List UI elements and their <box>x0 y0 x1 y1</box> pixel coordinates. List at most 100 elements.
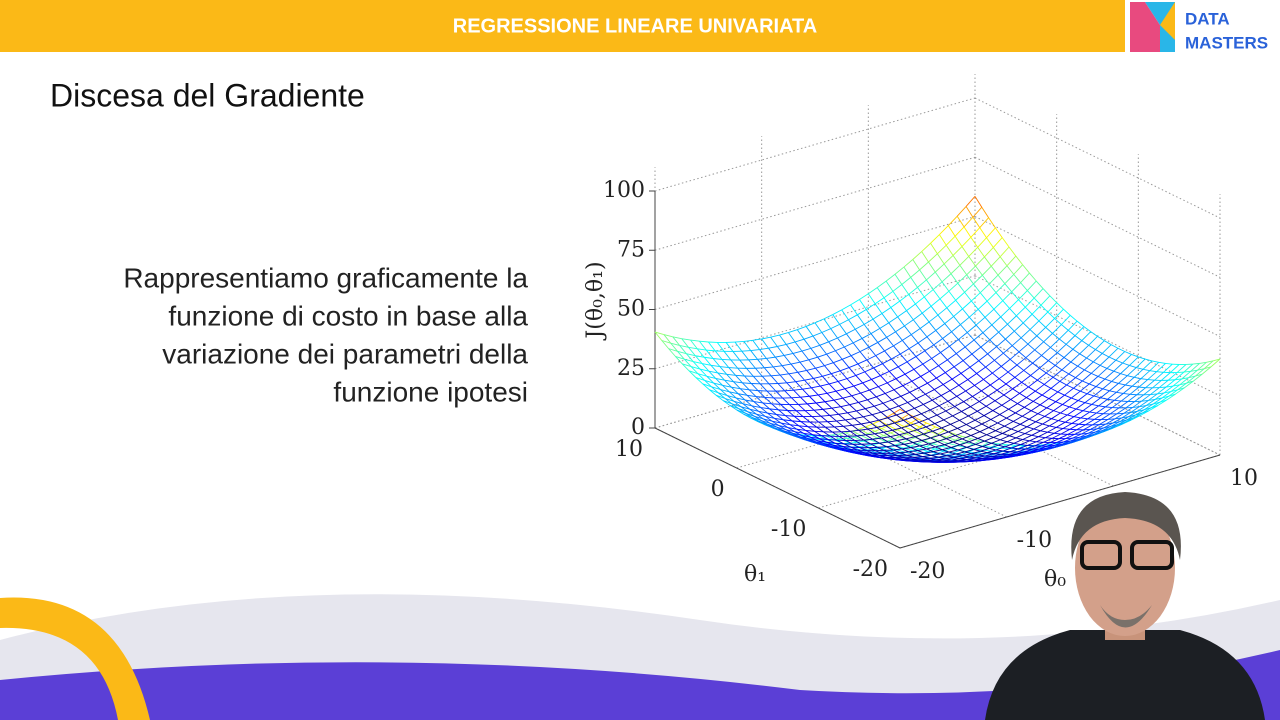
surface-mesh <box>1109 407 1120 415</box>
surface-mesh <box>999 246 1010 258</box>
surface-mesh <box>875 396 884 404</box>
surface-mesh <box>955 435 963 440</box>
surface-mesh <box>972 217 981 228</box>
surface-mesh <box>910 422 921 428</box>
surface-mesh <box>854 416 864 420</box>
surface-mesh <box>986 434 994 438</box>
surface-mesh <box>1033 288 1044 299</box>
surface-mesh <box>1145 379 1155 388</box>
surface-mesh <box>932 281 943 290</box>
surface-mesh <box>794 341 803 352</box>
surface-mesh <box>1013 415 1023 422</box>
surface-mesh <box>951 324 961 333</box>
surface-mesh <box>735 375 743 384</box>
presenter-beard <box>1100 605 1152 628</box>
surface-mesh <box>811 416 820 423</box>
surface-mesh <box>991 324 999 333</box>
surface-mesh <box>955 431 965 437</box>
surface-mesh <box>692 361 701 370</box>
surface-mesh <box>812 434 820 439</box>
surface-mesh <box>901 413 910 419</box>
surface-mesh <box>1125 401 1135 409</box>
surface-mesh <box>1005 377 1016 385</box>
surface-mesh <box>1033 423 1043 430</box>
surface-mesh <box>1003 345 1013 354</box>
surface-mesh <box>755 367 763 377</box>
surface-mesh <box>982 332 991 341</box>
surface-mesh <box>936 253 945 265</box>
surface-mesh <box>668 348 676 357</box>
surface-mesh <box>1041 388 1052 396</box>
surface-mesh <box>792 350 803 354</box>
surface-mesh <box>964 346 973 355</box>
surface-mesh <box>738 393 748 396</box>
surface-mesh <box>721 359 730 368</box>
surface-mesh <box>1009 435 1017 439</box>
surface-mesh <box>912 440 922 443</box>
surface-mesh <box>938 405 947 412</box>
surface-mesh <box>1042 423 1050 427</box>
surface-mesh <box>816 426 824 433</box>
surface-mesh <box>1199 361 1207 364</box>
surface-mesh <box>872 423 882 430</box>
surface-mesh <box>1021 410 1032 417</box>
surface-mesh <box>1015 437 1023 440</box>
surface-mesh <box>1084 402 1092 405</box>
surface-mesh <box>952 411 962 417</box>
surface-mesh <box>1143 403 1154 411</box>
surface-mesh <box>971 450 981 455</box>
surface-mesh <box>849 402 859 406</box>
surface-mesh <box>942 384 951 391</box>
surface-mesh <box>921 409 931 415</box>
surface-mesh <box>1175 387 1185 395</box>
surface-mesh <box>976 373 984 380</box>
theta0-tick-label: -20 <box>910 559 945 584</box>
surface-mesh <box>1011 282 1021 293</box>
surface-mesh <box>838 432 846 435</box>
surface-mesh <box>1035 280 1044 289</box>
surface-mesh <box>791 396 801 399</box>
surface-mesh <box>1027 445 1035 447</box>
surface-mesh <box>935 444 945 448</box>
surface-mesh <box>1111 373 1121 382</box>
surface-mesh <box>793 388 803 391</box>
surface-mesh <box>803 432 813 436</box>
surface-mesh <box>883 290 894 299</box>
surface-mesh <box>955 451 965 455</box>
surface-mesh <box>887 414 897 419</box>
surface-mesh <box>775 355 785 358</box>
surface-mesh <box>703 356 712 366</box>
surface-mesh <box>785 415 793 422</box>
surface-mesh <box>1138 386 1146 389</box>
surface-mesh <box>980 447 990 452</box>
surface-mesh <box>883 450 892 454</box>
surface-mesh <box>1079 344 1089 355</box>
surface-mesh <box>873 405 882 413</box>
surface-mesh <box>723 351 732 361</box>
surface-mesh <box>890 307 899 318</box>
surface-mesh <box>892 291 901 302</box>
surface-mesh <box>724 398 733 405</box>
surface-mesh <box>824 362 834 367</box>
surface-mesh <box>1122 385 1133 394</box>
surface-mesh <box>990 256 1001 267</box>
surface-mesh <box>802 387 812 390</box>
surface-mesh <box>1018 343 1029 353</box>
surface-mesh <box>870 443 878 448</box>
surface-mesh <box>787 427 797 430</box>
surface-mesh <box>1140 378 1148 381</box>
surface-mesh <box>1006 437 1017 443</box>
surface-mesh <box>984 437 994 442</box>
surface-mesh <box>911 380 919 389</box>
header-title: REGRESSIONE LINEARE UNIVARIATA <box>453 15 817 37</box>
surface-mesh <box>1034 349 1042 356</box>
surface-mesh <box>915 296 925 305</box>
surface-mesh <box>1044 410 1054 417</box>
yellow-arc <box>0 597 150 720</box>
surface-mesh <box>1062 397 1072 405</box>
surface-mesh <box>1061 369 1069 375</box>
surface-mesh <box>830 435 838 441</box>
surface-mesh <box>765 416 773 422</box>
surface-mesh <box>881 313 890 324</box>
surface-mesh <box>1054 365 1063 371</box>
